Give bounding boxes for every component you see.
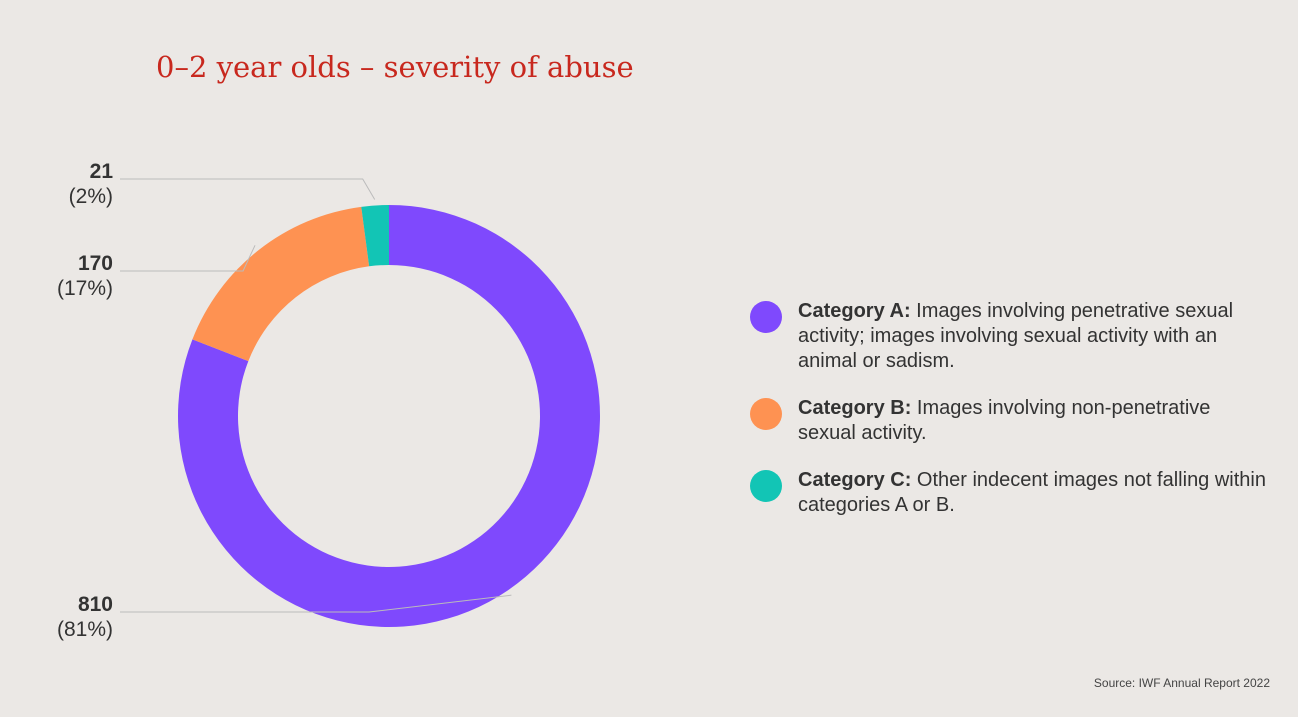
data-label-value-category-c: 21 bbox=[90, 160, 114, 183]
legend-item-category-a: Category A: Images involving penetrative… bbox=[750, 299, 1270, 374]
data-label-value-category-b: 170 bbox=[78, 252, 113, 275]
legend-swatch-category-b bbox=[750, 398, 782, 430]
legend: Category A: Images involving penetrative… bbox=[750, 299, 1270, 540]
data-label-value-category-a: 810 bbox=[78, 593, 113, 616]
legend-description-category-a: Images involving penetrative sexual acti… bbox=[798, 300, 1234, 372]
legend-name-category-a: Category A: bbox=[798, 300, 911, 322]
data-label-percent-category-c: (2%) bbox=[69, 185, 113, 208]
legend-description-category-b: Images involving non-penetrative sexual … bbox=[798, 397, 1211, 444]
donut-slices bbox=[177, 205, 600, 628]
legend-text-category-b: Category B: Images involving non-penetra… bbox=[798, 397, 1210, 444]
leader-line-category-c bbox=[120, 178, 376, 200]
leader-lines bbox=[120, 178, 512, 613]
legend-name-category-b: Category B: bbox=[798, 397, 912, 419]
source-note: Source: IWF Annual Report 2022 bbox=[1093, 676, 1270, 690]
leader-line-category-a bbox=[120, 594, 512, 613]
legend-item-category-b: Category B: Images involving non-penetra… bbox=[750, 396, 1270, 446]
data-labels: 810(81%) 170(17%) 21(2%) bbox=[57, 160, 113, 641]
legend-item-category-c: Category C: Other indecent images not fa… bbox=[750, 468, 1270, 518]
legend-name-category-c: Category C: bbox=[798, 469, 912, 491]
donut-chart: 810(81%) 170(17%) 21(2%) bbox=[57, 160, 600, 641]
legend-text-category-c: Category C: Other indecent images not fa… bbox=[798, 469, 1266, 516]
chart-title: 0–2 year olds – severity of abuse bbox=[156, 50, 634, 84]
leader-line-category-b bbox=[120, 245, 256, 272]
legend-text-category-a: Category A: Images involving penetrative… bbox=[798, 300, 1233, 372]
legend-swatch-category-c bbox=[750, 470, 782, 502]
legend-description-category-c: Other indecent images not falling within… bbox=[798, 469, 1266, 516]
data-label-percent-category-a: (81%) bbox=[57, 618, 113, 641]
slice-category-c bbox=[361, 205, 389, 267]
data-label-percent-category-b: (17%) bbox=[57, 277, 113, 300]
legend-swatch-category-a bbox=[750, 301, 782, 333]
slice-category-b bbox=[192, 206, 370, 362]
